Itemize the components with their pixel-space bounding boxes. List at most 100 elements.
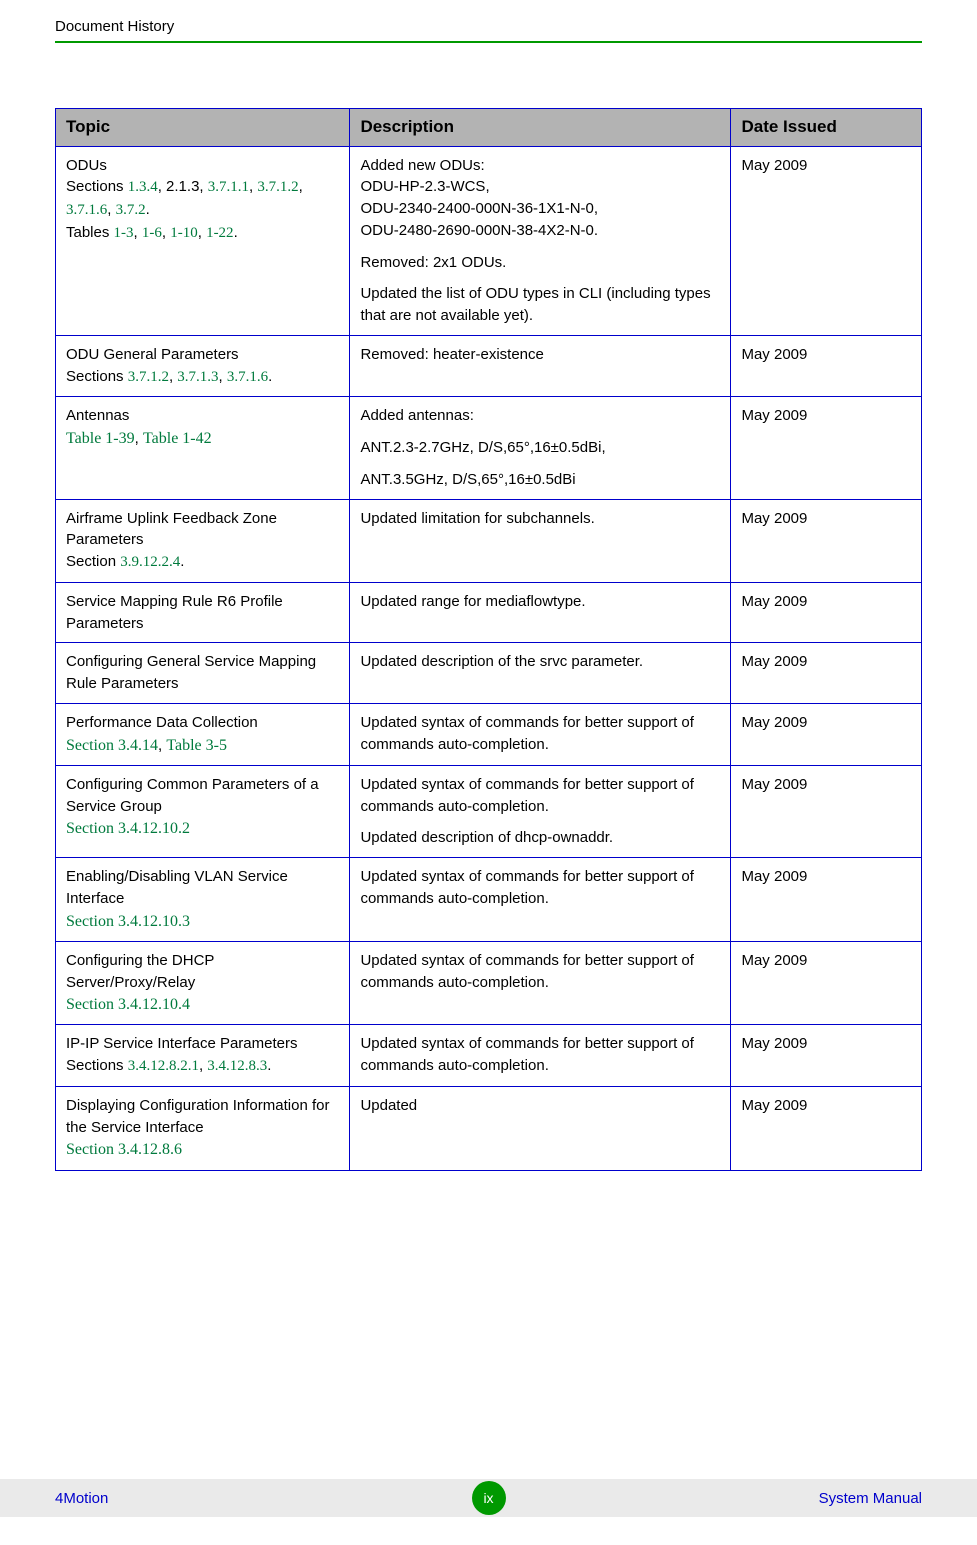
section-link[interactable]: Section 3.4.12.10.2 xyxy=(66,820,190,837)
table-row: Displaying Configuration Information for… xyxy=(56,1086,922,1170)
desc-paragraph: Removed: 2x1 ODUs. xyxy=(360,252,720,274)
cell-topic: Service Mapping Rule R6 Profile Paramete… xyxy=(56,582,350,643)
cell-topic: Displaying Configuration Information for… xyxy=(56,1086,350,1170)
section-link[interactable]: 3.9.12.2.4 xyxy=(120,554,180,570)
desc-paragraph: Updated syntax of commands for better su… xyxy=(360,712,720,756)
cell-date: May 2009 xyxy=(731,582,922,643)
topic-title: Service Mapping Rule R6 Profile Paramete… xyxy=(66,591,339,635)
table-row: Airframe Uplink Feedback Zone Parameters… xyxy=(56,499,922,582)
col-description: Description xyxy=(350,109,731,147)
section-link[interactable]: 3.7.1.6 xyxy=(66,202,107,218)
topic-title: Performance Data Collection xyxy=(66,712,339,734)
topic-refs-line: Section 3.4.12.8.6 xyxy=(66,1138,339,1161)
table-row: Enabling/Disabling VLAN Service Interfac… xyxy=(56,858,922,942)
col-topic: Topic xyxy=(56,109,350,147)
section-link[interactable]: 3.7.2 xyxy=(116,202,146,218)
cell-description: Added antennas: ANT.2.3-2.7GHz, D/S,65°,1… xyxy=(350,397,731,499)
cell-description: Updated xyxy=(350,1086,731,1170)
desc-paragraph: Updated syntax of commands for better su… xyxy=(360,950,720,994)
section-link[interactable]: Table 3-5 xyxy=(166,737,227,754)
desc-paragraph: Updated syntax of commands for better su… xyxy=(360,774,720,818)
section-link[interactable]: 3.4.12.8.3 xyxy=(207,1058,267,1074)
section-link[interactable]: 3.7.1.6 xyxy=(227,369,268,385)
section-link[interactable]: 3.7.1.1 xyxy=(208,179,249,195)
cell-topic: Performance Data CollectionSection 3.4.1… xyxy=(56,703,350,765)
topic-refs-line: Table 1-39, Table 1-42 xyxy=(66,427,339,450)
table-row: Configuring General Service Mapping Rule… xyxy=(56,643,922,704)
desc-paragraph: Added antennas: xyxy=(360,405,720,427)
desc-paragraph: Updated xyxy=(360,1095,720,1117)
footer-right[interactable]: System Manual xyxy=(819,1490,922,1507)
desc-paragraph: Updated limitation for subchannels. xyxy=(360,508,720,530)
cell-date: May 2009 xyxy=(731,1025,922,1087)
topic-title: ODUs xyxy=(66,155,339,177)
page-header: Document History xyxy=(55,0,922,43)
table-link[interactable]: 1-6 xyxy=(142,225,162,241)
topic-title: Configuring the DHCP Server/Proxy/Relay xyxy=(66,950,339,994)
table-row: ODUsSections 1.3.4, 2.1.3, 3.7.1.1, 3.7.… xyxy=(56,146,922,335)
section-link[interactable]: 3.7.1.2 xyxy=(128,369,169,385)
table-link[interactable]: 1-3 xyxy=(114,225,134,241)
topic-title: IP-IP Service Interface Parameters xyxy=(66,1033,339,1055)
desc-paragraph: Updated syntax of commands for better su… xyxy=(360,1033,720,1077)
page-footer: 4Motion ix System Manual xyxy=(0,1479,977,1517)
cell-topic: Configuring General Service Mapping Rule… xyxy=(56,643,350,704)
topic-refs-line: Section 3.4.12.10.2 xyxy=(66,817,339,840)
desc-paragraph: ANT.3.5GHz, D/S,65°,16±0.5dBi xyxy=(360,469,720,491)
topic-refs-line: Sections 3.7.1.2, 3.7.1.3, 3.7.1.6. xyxy=(66,366,339,389)
table-link[interactable]: 1-22 xyxy=(206,225,234,241)
table-link[interactable]: 1-10 xyxy=(170,225,198,241)
table-row: ODU General ParametersSections 3.7.1.2, … xyxy=(56,335,922,397)
section-link[interactable]: Section 3.4.12.10.3 xyxy=(66,913,190,930)
desc-paragraph: Updated description of dhcp-ownaddr. xyxy=(360,827,720,849)
desc-paragraph: Updated syntax of commands for better su… xyxy=(360,866,720,910)
cell-date: May 2009 xyxy=(731,858,922,942)
desc-paragraph: Updated description of the srvc paramete… xyxy=(360,651,720,673)
history-table: Topic Description Date Issued ODUsSectio… xyxy=(55,108,922,1171)
table-row: Service Mapping Rule R6 Profile Paramete… xyxy=(56,582,922,643)
cell-date: May 2009 xyxy=(731,643,922,704)
page: Document History Topic Description Date … xyxy=(0,0,977,1545)
topic-title: Airframe Uplink Feedback Zone Parameters xyxy=(66,508,339,552)
topic-title: ODU General Parameters xyxy=(66,344,339,366)
topic-title: Antennas xyxy=(66,405,339,427)
cell-description: Updated syntax of commands for better su… xyxy=(350,941,731,1025)
table-header-row: Topic Description Date Issued xyxy=(56,109,922,147)
section-link[interactable]: Section 3.4.14 xyxy=(66,737,158,754)
cell-description: Updated limitation for subchannels. xyxy=(350,499,731,582)
topic-title: Configuring General Service Mapping Rule… xyxy=(66,651,339,695)
cell-description: Updated description of the srvc paramete… xyxy=(350,643,731,704)
section-link[interactable]: Section 3.4.12.10.4 xyxy=(66,996,190,1013)
page-number-badge: ix xyxy=(472,1481,506,1515)
cell-topic: Enabling/Disabling VLAN Service Interfac… xyxy=(56,858,350,942)
table-row: Performance Data CollectionSection 3.4.1… xyxy=(56,703,922,765)
cell-topic: IP-IP Service Interface ParametersSectio… xyxy=(56,1025,350,1087)
cell-topic: ODU General ParametersSections 3.7.1.2, … xyxy=(56,335,350,397)
topic-refs-line: Section 3.4.14, Table 3-5 xyxy=(66,734,339,757)
desc-paragraph: Added new ODUs:ODU-HP-2.3-WCS,ODU-2340-2… xyxy=(360,155,720,242)
topic-title: Displaying Configuration Information for… xyxy=(66,1095,339,1139)
topic-ref-plain: 2.1.3 xyxy=(166,178,199,195)
desc-paragraph: Updated range for mediaflowtype. xyxy=(360,591,720,613)
footer-left[interactable]: 4Motion xyxy=(55,1490,108,1507)
cell-topic: AntennasTable 1-39, Table 1-42 xyxy=(56,397,350,499)
section-link[interactable]: Table 1-39 xyxy=(66,430,135,447)
section-link[interactable]: 3.4.12.8.2.1 xyxy=(128,1058,199,1074)
topic-title: Configuring Common Parameters of a Servi… xyxy=(66,774,339,818)
history-table-wrap: Topic Description Date Issued ODUsSectio… xyxy=(55,108,922,1171)
section-link[interactable]: Section 3.4.12.8.6 xyxy=(66,1141,182,1158)
desc-paragraph: ANT.2.3-2.7GHz, D/S,65°,16±0.5dBi, xyxy=(360,437,720,459)
section-link[interactable]: 1.3.4 xyxy=(128,179,158,195)
cell-topic: Airframe Uplink Feedback Zone Parameters… xyxy=(56,499,350,582)
cell-description: Updated syntax of commands for better su… xyxy=(350,703,731,765)
cell-date: May 2009 xyxy=(731,703,922,765)
section-link[interactable]: Table 1-42 xyxy=(143,430,212,447)
section-link[interactable]: 3.7.1.3 xyxy=(177,369,218,385)
table-row: Configuring Common Parameters of a Servi… xyxy=(56,765,922,857)
topic-refs-line: Section 3.4.12.10.4 xyxy=(66,993,339,1016)
table-row: IP-IP Service Interface ParametersSectio… xyxy=(56,1025,922,1087)
topic-title: Enabling/Disabling VLAN Service Interfac… xyxy=(66,866,339,910)
section-link[interactable]: 3.7.1.2 xyxy=(257,179,298,195)
topic-refs-line: Tables 1-3, 1-6, 1-10, 1-22. xyxy=(66,222,339,245)
cell-topic: ODUsSections 1.3.4, 2.1.3, 3.7.1.1, 3.7.… xyxy=(56,146,350,335)
